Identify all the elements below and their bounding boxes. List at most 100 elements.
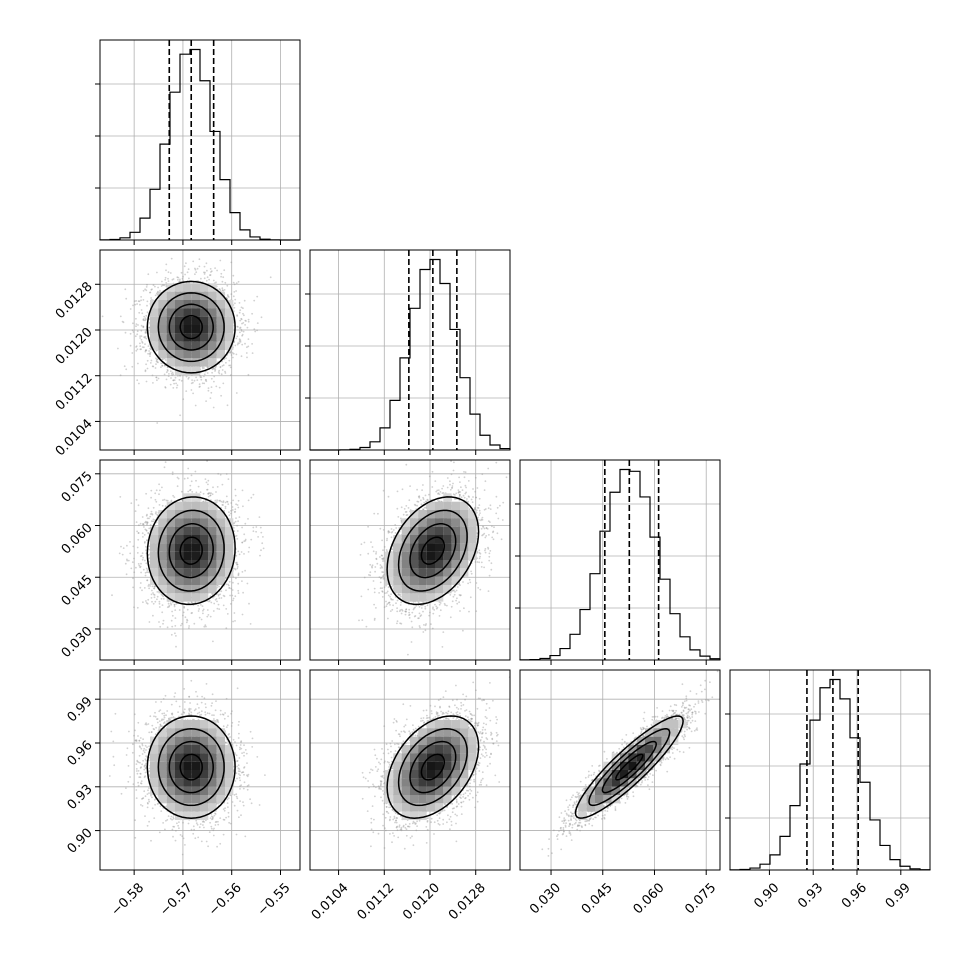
scatter-point: [154, 294, 157, 297]
scatter-point: [124, 288, 127, 291]
scatter-point: [161, 604, 164, 606]
scatter-point: [145, 329, 147, 331]
scatter-point: [218, 386, 221, 389]
scatter-point: [144, 349, 147, 352]
scatter-point: [157, 377, 160, 380]
scatter-point: [149, 585, 152, 587]
density-cell: [208, 291, 217, 301]
scatter-point: [233, 306, 236, 309]
scatter-point: [154, 367, 157, 369]
scatter-point: [163, 284, 166, 287]
scatter-point: [237, 520, 240, 522]
scatter-point: [215, 281, 217, 284]
scatter-point: [164, 278, 167, 281]
scatter-point: [241, 343, 244, 346]
scatter-point: [160, 597, 163, 600]
scatter-point: [156, 379, 158, 382]
scatter-point: [139, 565, 142, 568]
density-cell: [191, 358, 201, 367]
scatter-point: [180, 271, 183, 274]
scatter-point: [126, 544, 128, 547]
scatter-point: [140, 562, 142, 565]
scatter-point: [212, 279, 215, 282]
scatter-point: [139, 566, 142, 569]
scatter-point: [226, 284, 229, 287]
density-cell: [166, 308, 176, 317]
scatter-point: [224, 281, 227, 284]
scatter-point: [142, 319, 145, 321]
scatter-point: [241, 541, 244, 544]
scatter-point: [256, 295, 259, 298]
scatter-point: [139, 348, 142, 351]
scatter-point: [208, 600, 211, 602]
scatter-point: [200, 378, 203, 381]
scatter-point: [241, 333, 244, 336]
scatter-point: [236, 563, 238, 565]
scatter-point: [144, 288, 147, 291]
scatter-point: [222, 382, 225, 385]
scatter-point: [200, 376, 203, 378]
scatter-point: [247, 345, 250, 348]
scatter-point: [257, 536, 259, 538]
panel-content: [111, 460, 265, 648]
scatter-point: [201, 367, 204, 370]
scatter-point: [160, 285, 163, 287]
scatter-point: [239, 327, 241, 329]
density-cell: [208, 341, 217, 351]
scatter-point: [222, 276, 225, 279]
scatter-point: [204, 624, 207, 626]
scatter-point: [203, 375, 205, 378]
scatter-point: [150, 359, 153, 362]
scatter-point: [235, 353, 238, 356]
scatter-point: [144, 350, 147, 353]
scatter-point: [164, 276, 167, 279]
scatter-point: [186, 477, 189, 480]
scatter-point: [162, 595, 165, 598]
density-cell: [183, 325, 192, 334]
scatter-point: [178, 280, 181, 283]
scatter-point: [101, 315, 104, 318]
scatter-point: [220, 272, 223, 275]
scatter-point: [236, 504, 239, 506]
scatter-point: [199, 385, 201, 388]
histogram-step: [310, 258, 511, 451]
scatter-point: [199, 376, 202, 379]
scatter-point: [224, 507, 227, 510]
scatter-point: [227, 296, 230, 298]
scatter-point: [152, 614, 154, 617]
scatter-point: [190, 601, 193, 604]
scatter-point: [232, 356, 234, 359]
scatter-point: [177, 278, 179, 281]
scatter-point: [201, 366, 204, 368]
density-cell: [158, 316, 167, 326]
scatter-point: [210, 377, 213, 380]
scatter-point: [214, 598, 217, 601]
density-cell: [150, 316, 159, 326]
scatter-point: [119, 374, 122, 377]
density-cell: [200, 333, 209, 342]
density-cell: [166, 358, 176, 367]
scatter-point: [187, 378, 190, 380]
density-cell: [200, 350, 209, 359]
scatter-point: [242, 312, 244, 315]
scatter-point: [147, 345, 150, 347]
scatter-point: [233, 530, 236, 533]
scatter-point: [218, 369, 221, 372]
scatter-point: [135, 349, 138, 352]
scatter-point: [156, 513, 159, 516]
scatter-point: [160, 593, 163, 596]
scatter-point: [141, 346, 144, 348]
scatter-point: [192, 260, 195, 263]
scatter-point: [136, 330, 139, 333]
scatter-point: [232, 599, 234, 602]
scatter-point: [141, 589, 143, 592]
density-cell: [191, 366, 201, 376]
scatter-point: [162, 622, 164, 625]
scatter-point: [161, 594, 164, 597]
scatter-point: [137, 362, 139, 365]
scatter-point: [142, 522, 145, 525]
scatter-point: [251, 352, 254, 354]
scatter-point: [125, 573, 128, 576]
